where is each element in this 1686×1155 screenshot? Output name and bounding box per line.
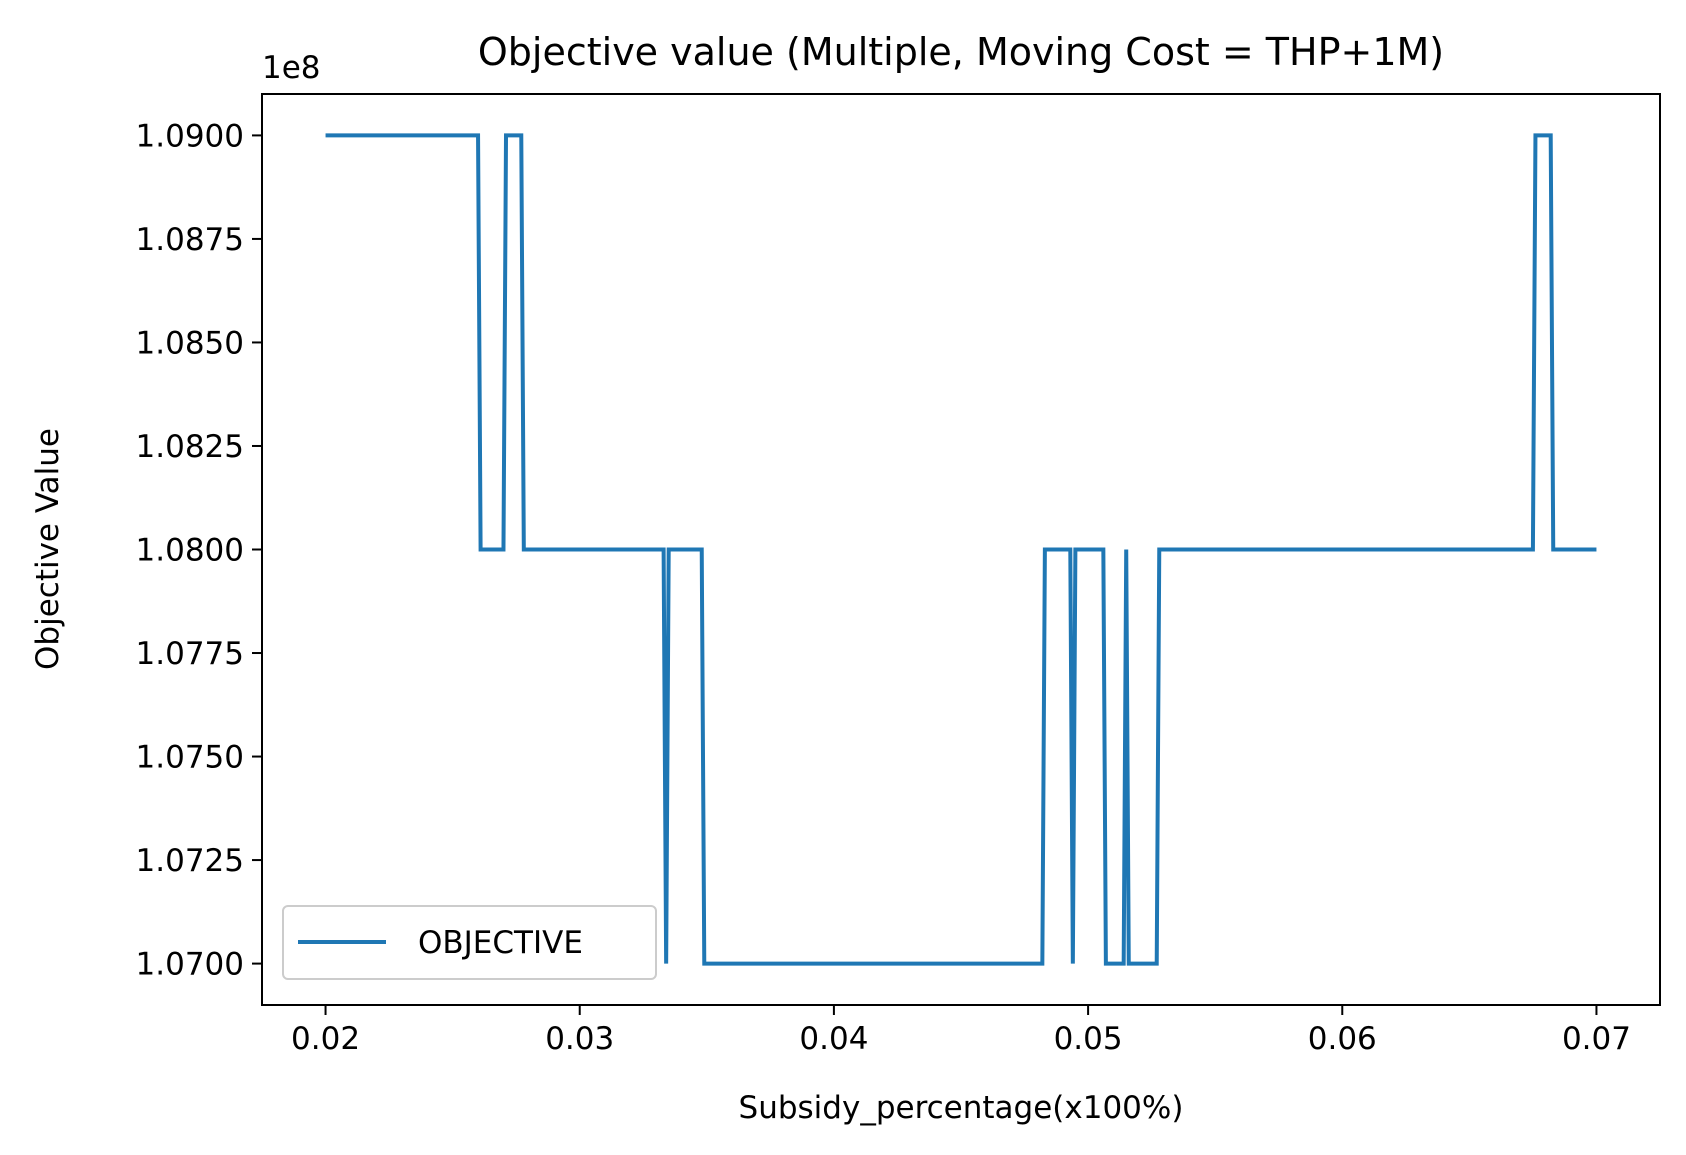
legend-box — [282, 905, 657, 980]
y-tick-label: 1.0725 — [136, 843, 244, 879]
x-axis-label: Subsidy_percentage(x100%) — [739, 1090, 1184, 1126]
y-axis-ticks: 1.0700 1.0725 1.0750 1.0775 1.0800 1.0825 1.08… — [136, 118, 262, 983]
y-tick-label: 1.0775 — [136, 636, 244, 672]
chart-title: Objective value (Multiple, Moving Cost =… — [478, 30, 1444, 74]
x-tick-label: 0.02 — [291, 1021, 360, 1057]
y-offset-label: 1e8 — [262, 50, 321, 86]
y-tick-label: 1.0825 — [136, 429, 244, 465]
series-layer — [325, 133, 1597, 966]
y-tick-label: 1.0750 — [136, 740, 244, 776]
x-axis-ticks: 0.02 0.03 0.04 0.05 0.06 0.07 — [291, 1005, 1631, 1057]
y-tick-label: 1.0900 — [136, 118, 244, 154]
y-tick-label: 1.0850 — [136, 325, 244, 361]
legend-label: OBJECTIVE — [418, 925, 583, 961]
y-tick-label: 1.0800 — [136, 533, 244, 569]
legend: OBJECTIVE — [282, 905, 657, 980]
series-line-objective — [325, 133, 1597, 966]
x-tick-label: 0.03 — [545, 1021, 614, 1057]
y-tick-label: 1.0875 — [136, 222, 244, 258]
x-tick-label: 0.04 — [799, 1021, 868, 1057]
x-tick-label: 0.05 — [1054, 1021, 1123, 1057]
x-tick-label: 0.06 — [1308, 1021, 1377, 1057]
y-tick-label: 1.0700 — [136, 947, 244, 983]
y-axis-label: Objective Value — [30, 428, 66, 670]
x-tick-label: 0.07 — [1562, 1021, 1631, 1057]
